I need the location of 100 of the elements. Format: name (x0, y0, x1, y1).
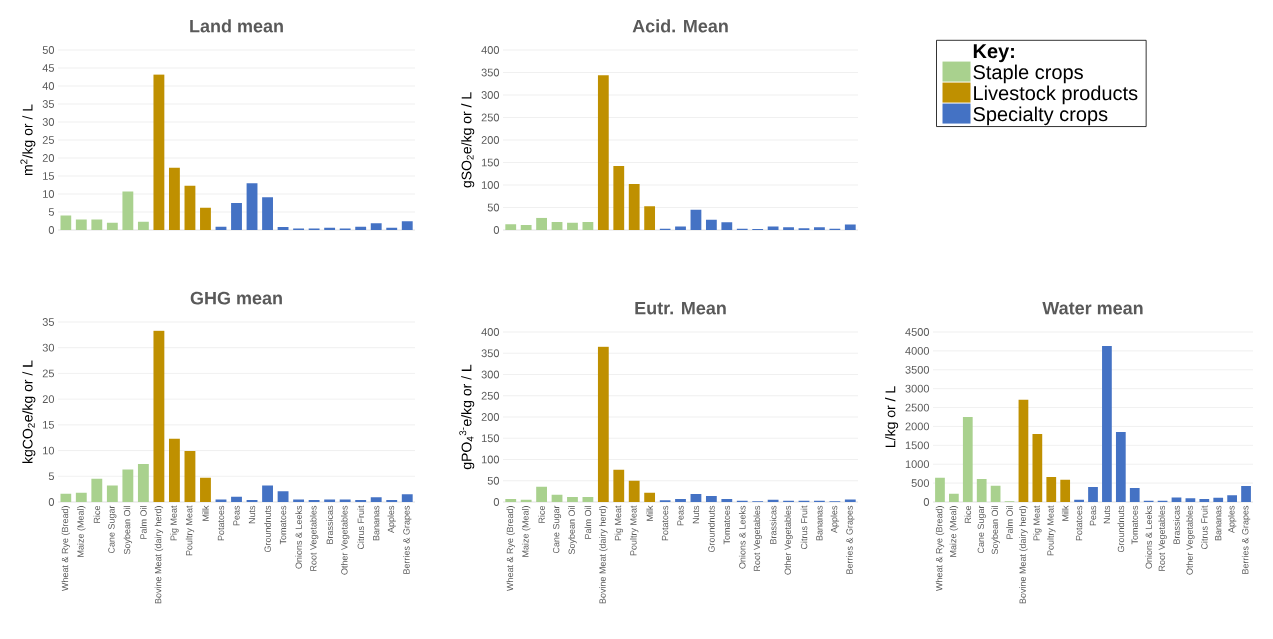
x-tick-label: Poultry Meat (630, 505, 639, 556)
bar (597, 75, 609, 230)
bar (60, 215, 72, 230)
x-tick-label: Citrus Fruit (357, 505, 364, 550)
x-tick-label: Milk (202, 505, 209, 521)
bar (1185, 498, 1196, 502)
x-tick-label: Poultry Meat (1047, 505, 1056, 556)
y-tick-label: 100 (481, 181, 500, 189)
x-tick-label: Bovine Meat (dairy herd) (1019, 506, 1028, 604)
bar (705, 219, 717, 230)
y-tick-label: 30 (42, 343, 55, 352)
bar (75, 219, 87, 230)
y-tick-label: 45 (42, 64, 55, 72)
bar (814, 227, 825, 230)
bar (520, 225, 532, 230)
bar (705, 496, 717, 502)
x-tick-label: Potatoes (661, 505, 669, 541)
x-tick-label: Cane Sugar (977, 505, 986, 554)
bar (551, 494, 563, 502)
bar (293, 499, 305, 502)
x-tick-label: Peas (1089, 505, 1097, 526)
y-tick-label: 4000 (905, 346, 930, 355)
y-tick-label: 400 (481, 46, 500, 54)
y-tick-label: 50 (487, 476, 500, 485)
x-tick-label: Tomatoes (279, 505, 287, 545)
bar (1046, 477, 1057, 502)
bar (613, 166, 625, 230)
bar (75, 492, 87, 502)
x-tick-label: Soybean Oil (991, 506, 1000, 555)
x-tick-label: Rice (964, 505, 972, 523)
bar (582, 221, 594, 230)
x-tick-label: Palm Oil (584, 506, 592, 539)
x-tick-label: Rice (538, 505, 545, 523)
x-tick-label: Groundnuts (708, 505, 715, 553)
x-tick-label: Potatoes (217, 505, 225, 541)
y-tick-label: 25 (42, 369, 55, 378)
bar (567, 222, 578, 230)
y-axis-title: kgCO$_{2}$e/kg or / L (22, 360, 36, 464)
x-tick-label: Groundnuts (1117, 505, 1125, 553)
bar (1129, 488, 1140, 502)
bar (628, 184, 640, 230)
x-tick-label: Bovine Meat (dairy herd) (599, 506, 608, 604)
bar (370, 223, 382, 230)
x-tick-label: Milk (646, 505, 653, 521)
bar (567, 496, 578, 502)
bar (153, 330, 165, 502)
bar (137, 221, 149, 230)
y-axis-title: L/kg or / L (885, 386, 899, 447)
bar (783, 227, 794, 230)
bar (262, 197, 273, 230)
bar (262, 485, 273, 502)
bar (582, 496, 594, 502)
x-tick-label: Berries & Grapes (1241, 505, 1251, 574)
bar (277, 227, 289, 230)
bar (844, 224, 856, 230)
bar (401, 221, 413, 230)
y-tick-label: 50 (487, 203, 500, 212)
x-tick-label: Other Vegetables (784, 505, 793, 575)
y-tick-label: 25 (42, 136, 55, 144)
x-tick-label: Citrus Fruit (800, 505, 808, 550)
bar (1171, 497, 1182, 502)
bar (339, 499, 351, 502)
legend-label: Livestock products (974, 85, 1138, 105)
y-tick-label: 100 (481, 455, 500, 464)
bar (106, 222, 118, 230)
y-tick-label: 350 (481, 68, 500, 77)
bar (231, 496, 242, 502)
y-tick-label: 20 (42, 154, 55, 162)
bar (153, 74, 165, 230)
y-tick-label: 4500 (905, 328, 930, 336)
bar (91, 478, 103, 502)
bar (767, 226, 779, 230)
y-tick-label: 0 (48, 498, 55, 506)
y-tick-label: 0 (48, 226, 55, 234)
x-tick-label: Peas (233, 505, 240, 526)
x-tick-label: Maize (Meal) (949, 506, 959, 557)
y-tick-label: 500 (911, 479, 930, 487)
x-tick-label: Maize (Meal) (521, 506, 531, 557)
bar (551, 221, 563, 230)
bar (370, 497, 382, 502)
y-tick-label: 300 (481, 370, 500, 379)
bar (386, 227, 398, 230)
bar (324, 499, 336, 502)
x-tick-label: Bovine Meat (dairy herd) (154, 506, 164, 604)
x-tick-label: Palm Oil (140, 506, 147, 539)
x-tick-label: Soybean Oil (123, 506, 133, 555)
bar (721, 499, 733, 502)
y-tick-label: 50 (42, 46, 55, 54)
bar (597, 346, 609, 502)
bar (536, 486, 547, 502)
y-tick-label: 250 (481, 391, 500, 400)
y-tick-label: 3500 (905, 365, 930, 374)
bar (1102, 345, 1112, 502)
bar (949, 493, 959, 502)
bar (935, 477, 945, 502)
bar (1241, 486, 1251, 502)
bar (122, 469, 134, 502)
y-tick-label: 35 (42, 100, 55, 108)
x-tick-label: Wheat & Rye (Bread) (935, 506, 945, 591)
x-tick-label: Root Vegetables (753, 505, 762, 571)
